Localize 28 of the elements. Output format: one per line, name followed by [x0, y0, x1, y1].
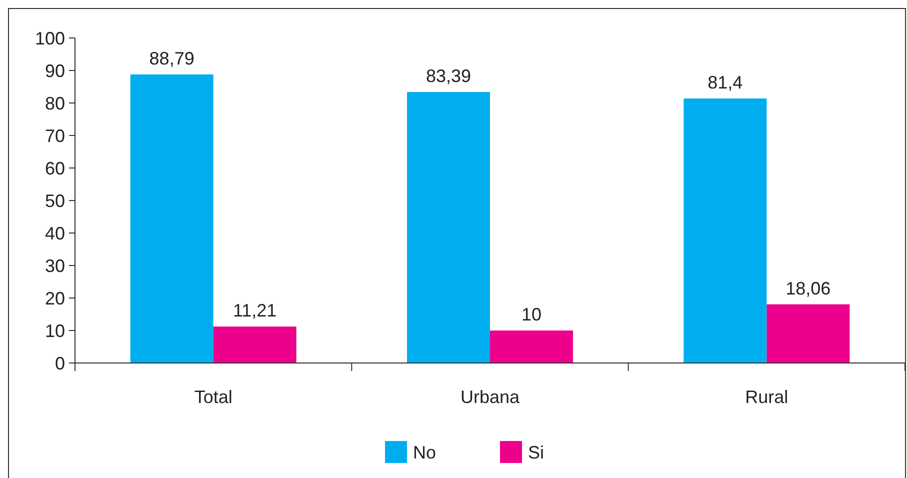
y-tick-label: 80	[44, 93, 65, 114]
y-tick-label: 30	[44, 256, 65, 276]
y-tick-label: 90	[44, 60, 65, 81]
y-tick-label: 50	[44, 190, 65, 211]
data-label: 11,21	[232, 300, 277, 321]
y-tick-label: 10	[44, 320, 65, 341]
x-tick-label: Total	[194, 387, 232, 407]
data-label: 18,06	[786, 278, 831, 298]
bar	[130, 74, 214, 363]
x-tick-label: Urbana	[460, 387, 520, 407]
bar	[213, 326, 296, 363]
y-tick-label: 40	[44, 223, 65, 244]
data-label: 81,4	[708, 72, 743, 92]
legend-label: Si	[528, 442, 544, 462]
data-label: 83,39	[426, 66, 472, 86]
y-tick-label: 20	[44, 288, 65, 308]
bar	[684, 98, 767, 363]
bar	[407, 92, 490, 363]
bar	[490, 330, 573, 363]
data-label: 88,79	[149, 48, 194, 68]
y-tick-label: 100	[34, 28, 65, 48]
data-label: 10	[521, 304, 542, 324]
y-tick-label: 60	[44, 158, 65, 178]
y-tick-label: 0	[54, 353, 65, 374]
x-tick-label: Rural	[745, 387, 788, 407]
y-tick-label: 70	[44, 126, 65, 146]
bar	[766, 304, 850, 363]
legend-label: No	[413, 442, 436, 462]
